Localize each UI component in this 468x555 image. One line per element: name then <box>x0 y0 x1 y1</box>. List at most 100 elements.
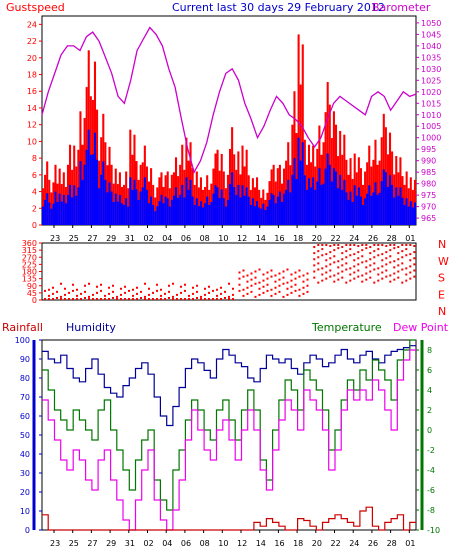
direction-dot <box>156 289 158 292</box>
baro-tick-label: 990 <box>421 157 436 166</box>
wind-bar <box>374 182 377 225</box>
wind-bar <box>357 187 360 225</box>
wind-bar <box>172 195 175 225</box>
direction-dot <box>361 274 364 277</box>
wind-bar <box>386 186 389 225</box>
wind-bar <box>150 196 153 225</box>
wind-bar <box>393 197 396 225</box>
direction-dot <box>306 272 309 275</box>
direction-dot <box>228 282 230 285</box>
direction-dot <box>302 280 305 283</box>
direction-dot <box>373 268 376 271</box>
wind-bar <box>276 196 279 225</box>
direction-dot <box>321 254 324 257</box>
direction-dot <box>180 285 182 288</box>
direction-dot <box>238 277 241 280</box>
direction-dot <box>333 261 336 264</box>
wind-bar <box>256 201 259 225</box>
rainfall-title: Rainfall <box>2 321 43 334</box>
direction-dot <box>405 273 408 276</box>
temp-tick-label: -6 <box>427 486 435 495</box>
wind-bar <box>195 198 198 225</box>
direction-dot <box>361 244 364 246</box>
direction-dot <box>345 262 348 265</box>
direction-dot <box>270 294 273 297</box>
direction-dot <box>232 287 234 290</box>
direction-dot <box>357 245 360 247</box>
direction-dot <box>56 297 58 299</box>
baro-tick-label: 995 <box>421 145 436 154</box>
baro-tick-label: 1040 <box>421 42 441 51</box>
baro-tick-label: 1045 <box>421 30 441 39</box>
x-tick-label: 18 <box>293 539 303 548</box>
wind-bar <box>170 199 173 225</box>
direction-dot <box>124 298 126 300</box>
dir-tick-label: 270 <box>22 253 37 262</box>
direction-dot <box>278 278 281 281</box>
direction-dot <box>224 297 226 299</box>
direction-dot <box>246 280 249 283</box>
direction-dot <box>385 275 388 278</box>
direction-dot <box>302 292 305 295</box>
x-tick-label: 24 <box>349 539 359 548</box>
direction-dot <box>76 288 78 291</box>
gust-bar <box>191 168 194 225</box>
wind-bar <box>48 202 51 225</box>
direction-dot <box>262 279 265 282</box>
wind-bar <box>89 154 92 225</box>
direction-dot <box>357 257 360 260</box>
wind-bar <box>233 186 236 225</box>
wind-bar <box>226 199 229 225</box>
direction-dot <box>60 298 62 300</box>
direction-dot <box>88 295 90 298</box>
direction-dot <box>258 287 261 290</box>
direction-dot <box>405 244 408 246</box>
direction-dot <box>353 253 356 256</box>
direction-dot <box>381 259 384 262</box>
direction-dot <box>302 274 305 277</box>
direction-dot <box>274 292 277 295</box>
wind-bar <box>322 183 325 225</box>
direction-dot <box>329 269 332 272</box>
direction-dot <box>409 271 412 274</box>
temperature-line <box>42 339 416 511</box>
x-tick-label: 10 <box>218 539 228 548</box>
direction-dot <box>270 288 273 291</box>
wind-bar <box>343 179 346 225</box>
direction-dot <box>286 268 289 271</box>
direction-dot <box>208 285 210 288</box>
x-tick-label: 25 <box>69 539 79 548</box>
direction-dot <box>238 271 241 274</box>
direction-dot <box>393 272 396 275</box>
x-tick-label: 06 <box>181 539 191 548</box>
panel-frames <box>41 15 417 531</box>
wind-bar <box>104 179 107 225</box>
x-tick-label: 16 <box>274 234 284 243</box>
wind-bar <box>206 196 209 225</box>
direction-dot <box>321 279 324 282</box>
direction-dot <box>172 295 174 298</box>
direction-dot <box>274 274 277 277</box>
wind-bar <box>224 206 227 225</box>
wind-bar <box>69 184 72 225</box>
wind-bar <box>50 208 53 225</box>
wind-bar <box>289 192 292 225</box>
gust-bar <box>243 166 246 225</box>
direction-dot <box>409 244 412 246</box>
wind-bar <box>310 187 313 225</box>
wind-bar <box>326 153 329 225</box>
direction-dot <box>212 289 214 292</box>
direction-dot <box>164 298 166 300</box>
humidity-line <box>42 345 416 427</box>
wind-bar <box>301 142 304 225</box>
x-tick-label: 16 <box>274 539 284 548</box>
temp-tick-label: 8 <box>427 346 432 355</box>
direction-dot <box>313 258 316 261</box>
wind-bar <box>66 194 70 225</box>
direction-dot <box>325 271 328 274</box>
direction-dot <box>246 286 249 289</box>
direction-dot <box>184 289 186 292</box>
direction-dot <box>294 277 297 280</box>
wind-bar <box>147 203 151 225</box>
wind-bar <box>58 193 61 225</box>
